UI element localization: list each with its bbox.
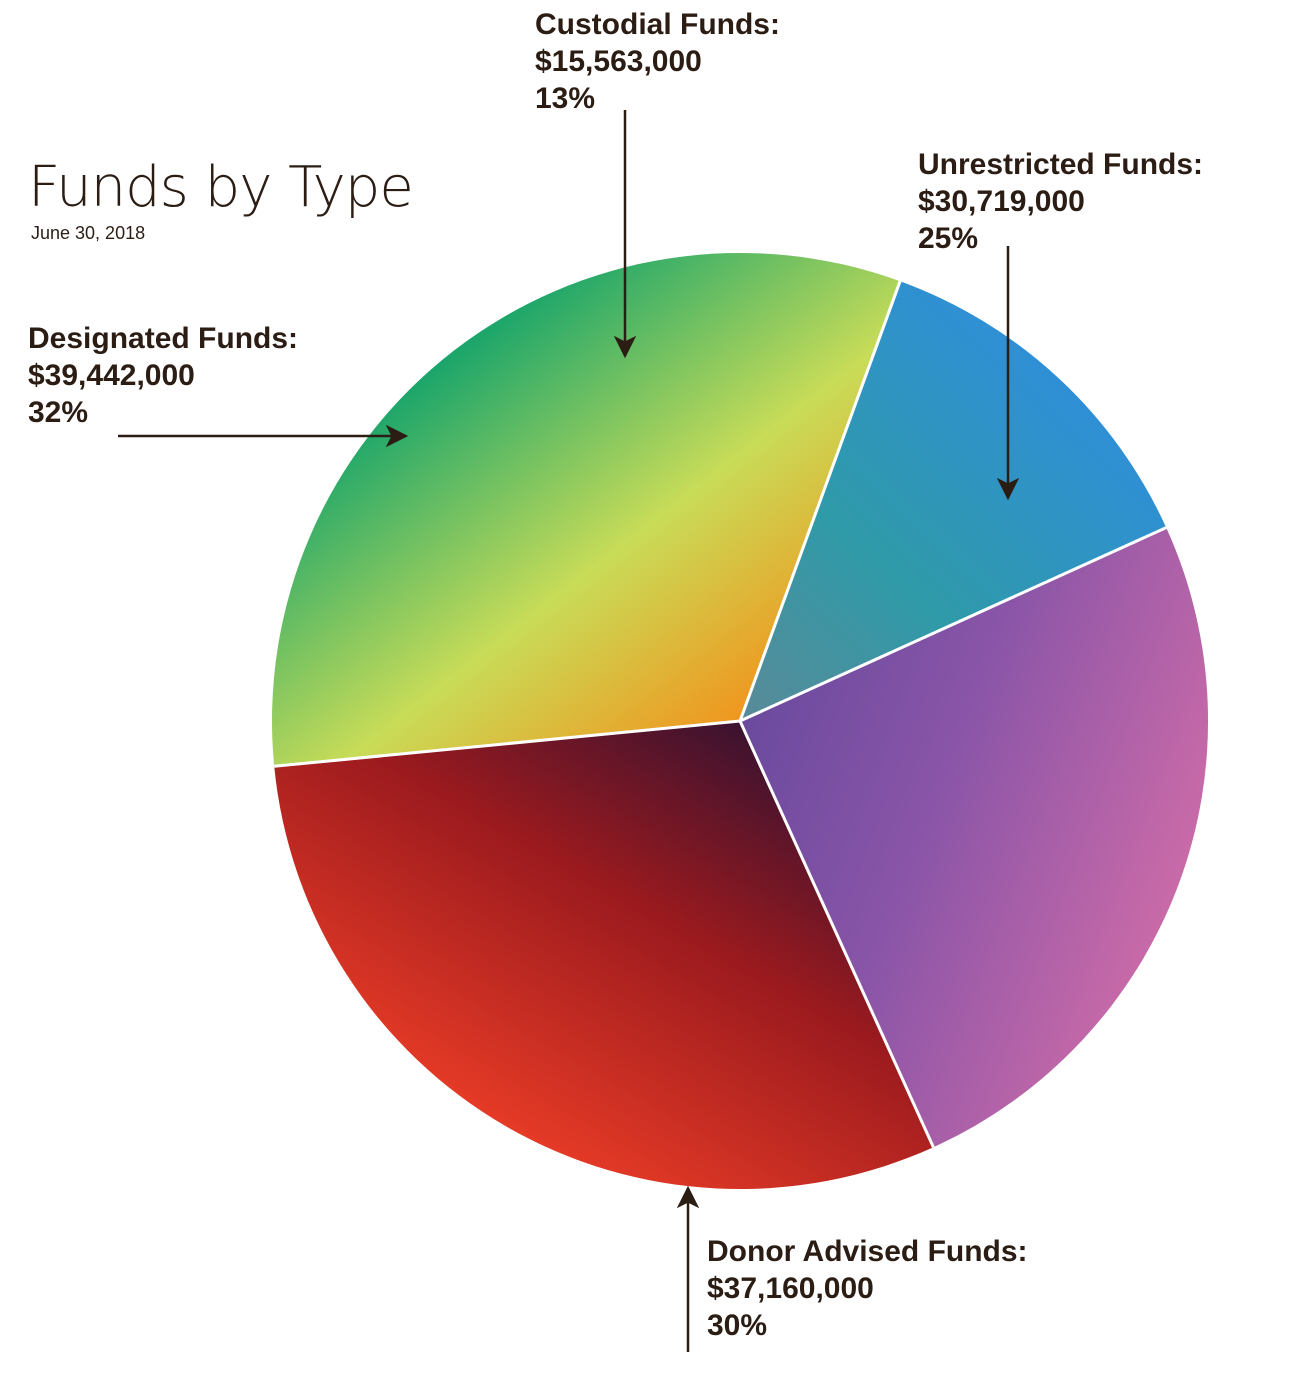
callout-value: $37,160,000 <box>707 1272 874 1305</box>
callout-donor-advised-funds: Donor Advised Funds: $37,160,000 30% <box>707 1233 1028 1344</box>
callout-percent: 13% <box>535 82 596 115</box>
slice-divider <box>274 719 741 768</box>
callout-value: $39,442,000 <box>28 359 195 392</box>
pie-slice-donor <box>274 721 934 1190</box>
callout-value: $30,719,000 <box>918 185 1085 218</box>
callout-label: Unrestricted Funds: <box>918 148 1204 181</box>
chart-subtitle: June 30, 2018 <box>31 223 146 243</box>
callout-unrestricted-funds: Unrestricted Funds: $30,719,000 25% <box>918 146 1203 257</box>
callout-percent: 25% <box>918 222 979 255</box>
callout-arrows <box>118 110 1020 1352</box>
pie-slices <box>271 252 1209 1190</box>
callout-percent: 30% <box>707 1309 768 1342</box>
callout-value: $15,563,000 <box>535 45 702 78</box>
callout-label: Designated Funds: <box>28 322 299 355</box>
callout-label: Custodial Funds: <box>535 8 780 41</box>
callout-percent: 32% <box>28 396 89 429</box>
chart-title: Funds by Type <box>28 155 414 220</box>
callout-label: Donor Advised Funds: <box>707 1235 1028 1268</box>
slice-divider <box>738 720 935 1148</box>
callout-custodial-funds: Custodial Funds: $15,563,000 13% <box>535 6 780 117</box>
slice-dividers <box>274 280 1167 1148</box>
pie-slice-designated <box>271 252 901 767</box>
callout-designated-funds: Designated Funds: $39,442,000 32% <box>28 320 298 431</box>
slice-divider <box>739 526 1167 723</box>
slice-divider <box>738 280 902 722</box>
pie-slice-unrestricted <box>740 527 1209 1148</box>
pie-slice-custodial <box>740 281 1167 721</box>
